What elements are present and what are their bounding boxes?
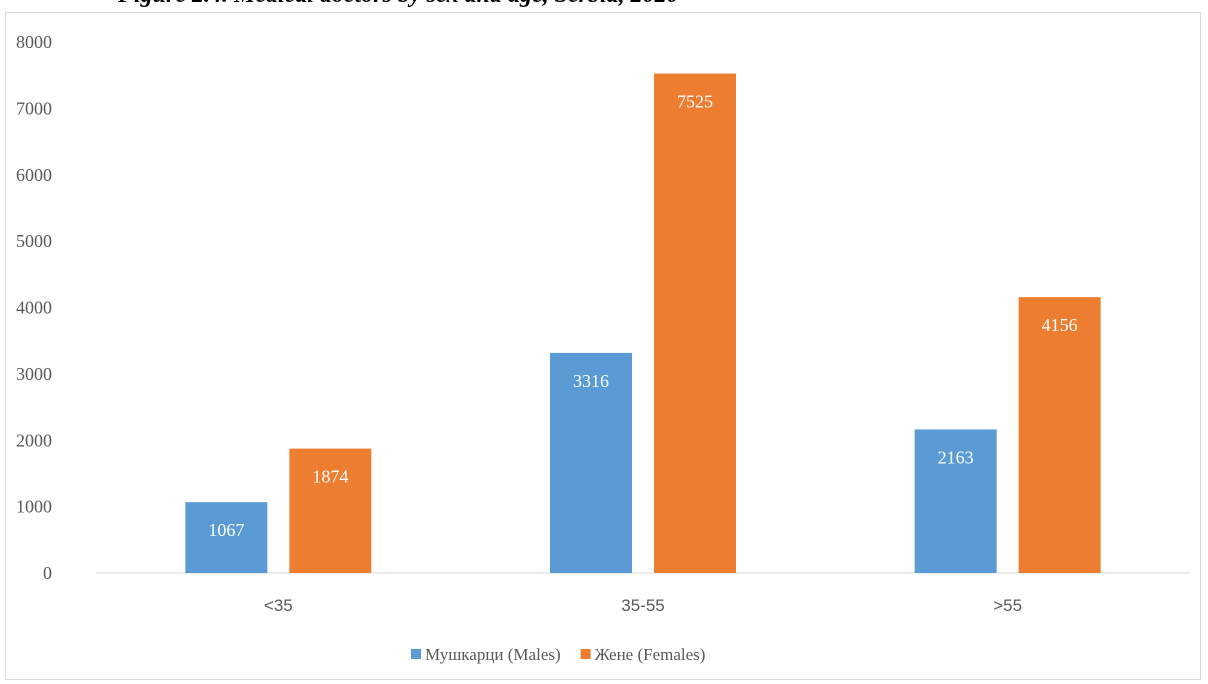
legend: Мушкарци (Males) Жене (Females) [411, 645, 705, 664]
data-label: 3316 [573, 371, 609, 391]
legend-swatch [411, 649, 421, 659]
bar-males-2 [914, 429, 997, 573]
bar-females-0 [289, 448, 372, 573]
bar-males-0 [185, 502, 268, 573]
y-tick-label: 5000 [16, 231, 52, 251]
y-tick-label: 3000 [16, 364, 52, 384]
data-label: 4156 [1042, 315, 1078, 335]
legend-entry: Жене (Females) [595, 645, 706, 664]
y-tick-label: 4000 [16, 298, 52, 318]
x-tick-label: >55 [993, 596, 1022, 615]
bar-females-1 [654, 73, 736, 573]
data-label: 2163 [938, 447, 974, 467]
x-axis: <35 35-55 >55 [264, 596, 1022, 615]
bar-males-1 [550, 352, 632, 573]
bar-females-2 [1018, 297, 1101, 573]
y-tick-label: 7000 [16, 98, 52, 118]
y-tick-label: 6000 [16, 165, 52, 185]
data-label: 7525 [677, 92, 713, 112]
y-tick-label: 8000 [16, 32, 52, 52]
y-tick-label: 0 [43, 563, 52, 583]
legend-swatch [580, 649, 591, 659]
y-tick-label: 2000 [16, 430, 52, 450]
y-tick-label: 1000 [16, 497, 52, 517]
legend-entry: Мушкарци (Males) [425, 645, 561, 664]
y-axis: 0 1000 2000 3000 4000 5000 6000 7000 8000 [16, 32, 52, 583]
chart-title: Figure 2.4. Medical doctors by sex and a… [118, 0, 679, 9]
data-label: 1874 [312, 467, 348, 487]
bars: 1067 1874 3316 7525 2163 4156 [185, 73, 1101, 573]
data-label: 1067 [208, 520, 244, 540]
x-tick-label: <35 [264, 596, 293, 615]
x-tick-label: 35-55 [621, 596, 664, 615]
